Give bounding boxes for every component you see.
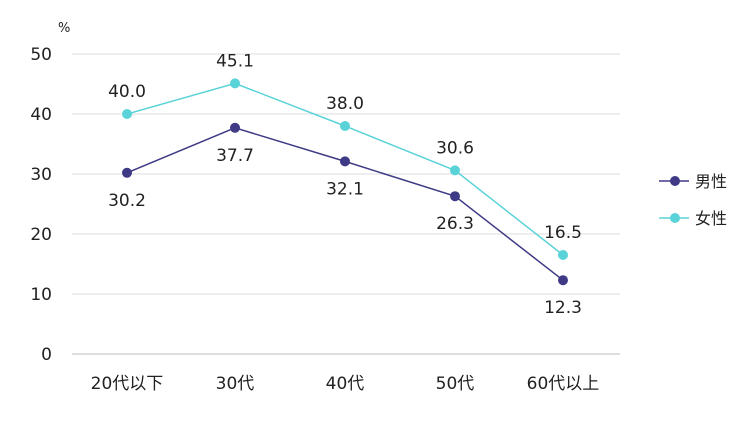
y-tick-label: 20 [30, 225, 52, 245]
data-point [230, 78, 240, 89]
data-point [230, 122, 240, 133]
data-point [450, 165, 460, 176]
data-label: 30.2 [108, 191, 146, 211]
data-point [122, 109, 132, 119]
x-tick-label: 50代 [436, 374, 475, 394]
data-label: 12.3 [544, 298, 582, 318]
data-label: 45.1 [216, 51, 254, 71]
x-tick-label: 20代以下 [91, 374, 164, 394]
data-point [558, 250, 568, 260]
y-tick-label: 40 [30, 105, 52, 125]
x-tick-label: 30代 [216, 374, 255, 394]
grid-lines [72, 53, 620, 355]
legend-marker [670, 176, 680, 186]
data-label: 26.3 [436, 214, 474, 234]
data-label: 32.1 [326, 179, 364, 199]
data-point [558, 275, 568, 286]
y-tick-label: 30 [30, 165, 52, 185]
legend-label: 男性 [695, 172, 727, 191]
y-tick-label: 0 [41, 345, 52, 365]
data-label: 16.5 [544, 223, 582, 243]
legend-label: 女性 [695, 209, 727, 228]
data-point [450, 191, 460, 202]
data-point [340, 121, 350, 131]
y-axis-ticks: 0 10 20 30 40 50 [30, 45, 52, 365]
data-label: 30.6 [436, 138, 474, 158]
x-tick-label: 60代以上 [527, 374, 600, 394]
x-axis-ticks: 20代以下 30代 40代 50代 60代以上 [91, 374, 600, 394]
series-group: 30.2 37.7 32.1 26.3 12.3 40.0 45.1 38.0 30.6 16.5 [108, 51, 582, 318]
data-label: 40.0 [108, 82, 146, 102]
data-label: 37.7 [216, 146, 254, 166]
y-tick-label: 50 [30, 45, 52, 65]
x-tick-label: 40代 [326, 374, 365, 394]
legend-marker [670, 213, 680, 223]
y-axis-unit: % [58, 21, 70, 36]
data-label: 38.0 [326, 94, 364, 114]
data-point [340, 156, 350, 167]
y-tick-label: 10 [30, 285, 52, 305]
data-point [122, 167, 132, 178]
